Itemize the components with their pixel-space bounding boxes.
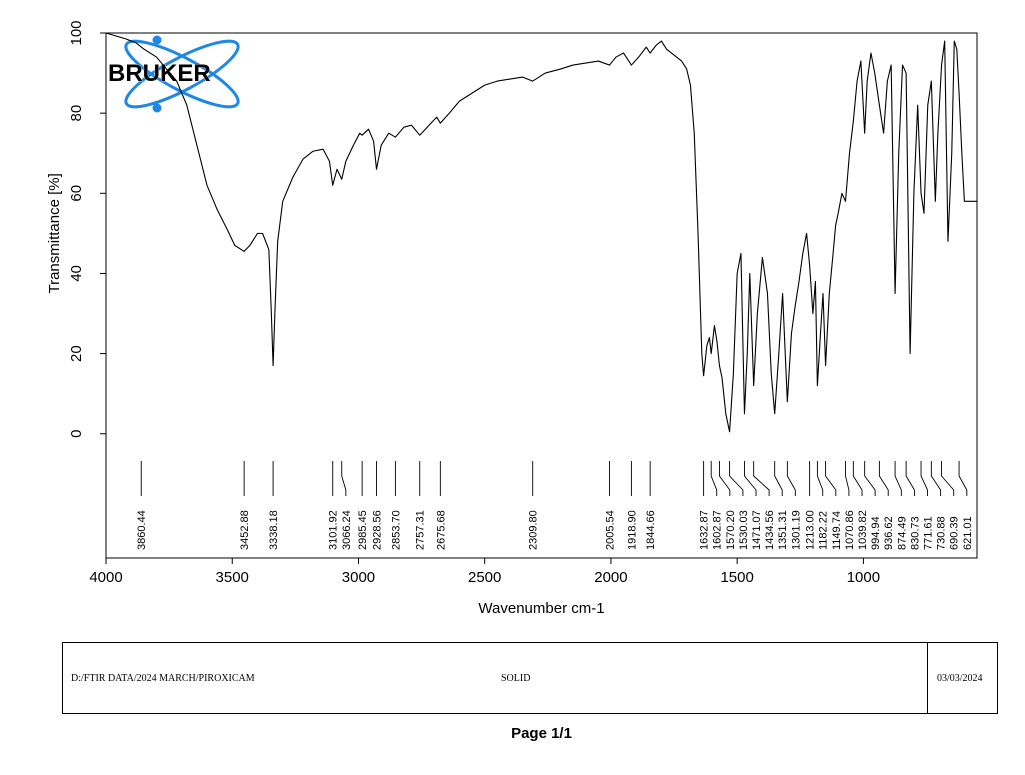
peak-label: 621.01 [962, 516, 974, 550]
peak-marker-line [774, 461, 783, 496]
x-tick-label: 2500 [468, 569, 501, 586]
peak-label: 3338.18 [268, 510, 280, 550]
y-tick-label: 40 [68, 265, 85, 282]
peak-label: 1182.22 [818, 511, 830, 550]
peak-label: 2853.70 [390, 510, 402, 550]
peak-label: 3066.24 [341, 510, 353, 550]
peak-label: 2985.45 [357, 510, 369, 550]
peak-label: 730.88 [936, 516, 948, 550]
x-tick-label: 3500 [216, 569, 249, 586]
plot-frame [105, 32, 978, 559]
sample-state: SOLID [501, 673, 531, 684]
axes-layer: 4000 3500 3000 2500 2000 1500 1000 0 20 40 60 80 100… [46, 20, 978, 617]
peak-label: 1213.00 [805, 510, 817, 550]
peak-marker-line [710, 461, 718, 496]
info-box: D:/FTIR DATA/2024 MARCH/PIROXICAM SOLID … [62, 642, 998, 714]
peak-label: 1301.19 [790, 510, 802, 550]
peak-label: 1602.87 [712, 510, 724, 550]
peak-label: 874.49 [896, 516, 908, 550]
peak-marker-line [845, 461, 850, 496]
peak-marker-line [341, 461, 347, 496]
peak-label: 936.62 [883, 516, 895, 550]
logo-orbit-left [124, 39, 240, 109]
spectrum-line [105, 32, 977, 433]
peak-marker-line [941, 461, 955, 496]
peak-label: 2005.54 [605, 510, 617, 550]
peak-marker-line [852, 461, 863, 496]
peak-label: 2757.31 [415, 510, 427, 550]
peak-label: 1570.20 [725, 510, 737, 550]
peak-label: 2309.80 [528, 510, 540, 550]
peak-label: 1070.86 [844, 510, 856, 550]
peak-label: 1632.87 [699, 510, 711, 550]
peak-marker-line [816, 461, 824, 496]
bruker-logo: BRUKER [108, 35, 240, 113]
peak-label: 994.94 [870, 516, 882, 550]
peak-marker-line [718, 461, 731, 496]
peak-label: 1471.07 [751, 510, 763, 550]
x-tick-label: 1500 [720, 569, 753, 586]
peak-label: 771.61 [923, 516, 935, 550]
x-tick-label: 3000 [342, 569, 375, 586]
peak-label: 1918.90 [626, 510, 638, 550]
y-tick-label: 0 [68, 430, 85, 438]
peak-marker-line [905, 461, 915, 496]
peak-label: 1844.66 [645, 510, 657, 550]
y-axis-label: Transmittance [%] [46, 173, 63, 293]
logo-electron-top [152, 35, 162, 45]
page-number: Page 1/1 [511, 725, 572, 742]
peak-marker-line [958, 461, 968, 496]
peak-marker-line [825, 461, 837, 496]
x-tick-label: 1000 [847, 569, 880, 586]
peak-label: 1039.82 [857, 510, 869, 550]
peak-markers-layer: 3860.44 3452.88 3338.18 3101.92 3066.24 2985.… [136, 461, 974, 550]
peak-label: 3101.92 [328, 510, 340, 550]
peak-label: 830.73 [909, 516, 921, 550]
y-tick-label: 60 [68, 185, 85, 202]
peak-marker-line [729, 461, 744, 496]
peak-label: 2928.56 [371, 510, 383, 550]
logo-text: BRUKER [108, 60, 211, 87]
peak-marker-line [753, 461, 770, 496]
peak-label: 1351.31 [777, 510, 789, 550]
y-tick-label: 80 [68, 105, 85, 122]
peak-label: 3452.88 [239, 510, 251, 550]
logo-orbit-right [124, 39, 240, 109]
peak-label: 690.39 [949, 516, 961, 550]
peak-label: 1434.56 [764, 510, 776, 550]
x-axis-label: Wavenumber cm-1 [478, 600, 604, 617]
sample-path: D:/FTIR DATA/2024 MARCH/PIROXICAM [71, 673, 255, 684]
y-tick-label: 20 [68, 345, 85, 362]
peak-label: 3860.44 [136, 510, 148, 550]
info-divider [927, 643, 928, 713]
x-tick-label: 2000 [594, 569, 627, 586]
peak-label: 1149.74 [831, 511, 843, 550]
peak-label: 1530.03 [738, 510, 750, 550]
measurement-date: 03/03/2024 [937, 673, 983, 684]
peak-marker-line [894, 461, 902, 496]
peak-marker-line [786, 461, 796, 496]
peak-label: 2675.68 [435, 510, 447, 550]
peak-marker-line [864, 461, 876, 496]
peak-marker-line [930, 461, 942, 496]
x-tick-label: 4000 [89, 569, 122, 586]
peak-marker-line [920, 461, 928, 496]
logo-electron-bottom [152, 103, 162, 113]
peak-marker-line [744, 461, 757, 496]
y-tick-label: 100 [68, 20, 85, 45]
peak-marker-line [878, 461, 889, 496]
ftir-spectrum-chart: BRUKER 4000 3500 3000 2500 2000 1500 100002040… [46, 20, 978, 617]
spectrum-line-layer [105, 32, 977, 433]
